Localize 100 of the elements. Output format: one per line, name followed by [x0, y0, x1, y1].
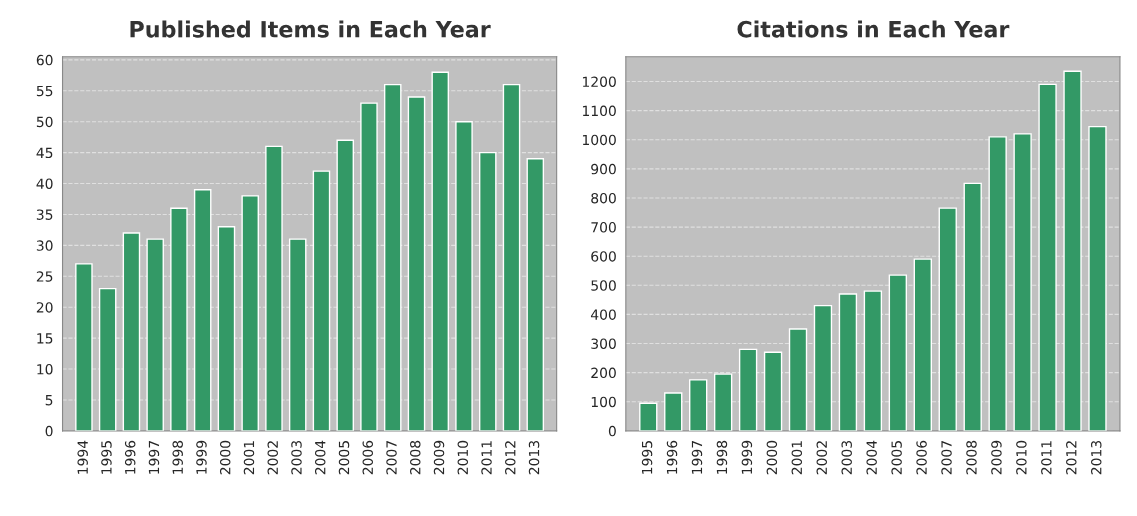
- bar: [455, 120, 473, 431]
- bar: [170, 207, 188, 431]
- y-tick-label: 700: [591, 222, 616, 233]
- x-tick-label: 1997: [691, 441, 703, 474]
- y-tick-label: 1100: [582, 105, 616, 117]
- x-tick-label: 1994: [77, 440, 88, 474]
- y-tick-label: 25: [36, 271, 53, 282]
- bar: [265, 145, 283, 431]
- y-tick-label: 400: [590, 309, 616, 320]
- x-tick-label: 2000: [766, 440, 778, 475]
- x-tick-label: 2004: [315, 440, 326, 475]
- bar: [122, 232, 141, 431]
- bar: [241, 195, 259, 431]
- y-tick-label: 55: [36, 85, 53, 97]
- bar: [336, 139, 354, 431]
- y-tick-label: 20: [36, 302, 53, 313]
- x-tick-label: 1999: [196, 440, 207, 474]
- x-tick-label: 2012: [505, 441, 516, 475]
- y-tick-label: 0: [45, 425, 53, 437]
- bar: [763, 351, 783, 431]
- y-tick-label: 900: [591, 163, 616, 175]
- bar: [888, 274, 908, 431]
- x-tick-label: 2003: [291, 441, 302, 475]
- bar: [312, 170, 331, 431]
- bar: [863, 290, 883, 431]
- x-tick-label: 2009: [433, 440, 445, 475]
- bar: [963, 182, 982, 431]
- x-tick-label: 2007: [941, 441, 952, 475]
- y-tick-label: 800: [591, 192, 616, 204]
- bar: [1063, 70, 1082, 431]
- x-tick-label: 2007: [386, 441, 397, 475]
- y-tick-label: 45: [36, 147, 53, 159]
- y-tick-label: 600: [591, 251, 616, 262]
- x-tick-label: 2006: [916, 440, 927, 475]
- y-tick-label: 50: [36, 116, 53, 128]
- x-tick-label: 2012: [1066, 441, 1077, 475]
- chart-title: Published Items in Each Year: [130, 20, 491, 38]
- y-tick-label: 35: [36, 209, 53, 220]
- x-tick-label: 2010: [1016, 440, 1027, 475]
- bar: [813, 304, 833, 431]
- bar: [913, 258, 932, 431]
- y-tick-label: 0: [608, 425, 616, 437]
- x-tick-label: 1995: [101, 441, 112, 474]
- bar: [193, 189, 212, 431]
- bar: [689, 379, 708, 431]
- bar: [1038, 83, 1057, 431]
- bar: [1013, 133, 1032, 431]
- x-tick-label: 1998: [716, 440, 728, 474]
- y-tick-label: 300: [591, 338, 616, 349]
- y-tick-label: 1000: [582, 134, 616, 146]
- x-tick-label: 2004: [866, 440, 877, 475]
- bar: [526, 158, 545, 431]
- chart-title: Citations in Each Year: [737, 20, 1010, 38]
- y-tick-label: 30: [36, 240, 53, 251]
- bar: [713, 373, 733, 431]
- x-tick-label: 2005: [338, 441, 350, 475]
- x-tick-label: 2005: [891, 441, 902, 475]
- bar: [478, 151, 497, 431]
- bar: [988, 136, 1007, 431]
- bar: [838, 293, 858, 431]
- bar: [98, 287, 117, 431]
- y-tick-label: 10: [37, 363, 53, 375]
- x-tick-label: 2008: [966, 440, 977, 475]
- x-tick-label: 1996: [124, 440, 136, 474]
- bar: [664, 392, 683, 431]
- x-tick-label: 2009: [991, 440, 1002, 475]
- bar: [738, 348, 758, 431]
- x-tick-label: 2001: [243, 441, 255, 475]
- bar: [217, 226, 236, 431]
- y-tick-label: 40: [36, 178, 53, 189]
- x-tick-label: 1995: [641, 441, 653, 474]
- bar: [502, 83, 521, 431]
- x-tick-label: 2011: [1041, 441, 1052, 475]
- bar: [146, 238, 164, 431]
- x-tick-label: 2001: [791, 441, 803, 475]
- y-tick-label: 15: [37, 333, 53, 344]
- x-tick-label: 1997: [148, 441, 160, 474]
- x-tick-label: 2002: [267, 441, 278, 475]
- y-tick-label: 200: [591, 367, 616, 379]
- x-tick-label: 2013: [1091, 441, 1102, 475]
- bar: [1088, 125, 1107, 431]
- bar: [383, 83, 402, 431]
- y-tick-label: 100: [591, 396, 616, 408]
- x-tick-label: 2011: [481, 441, 492, 475]
- bar: [938, 207, 957, 431]
- bar: [431, 71, 450, 431]
- bar: [788, 328, 808, 431]
- x-tick-label: 1996: [666, 440, 678, 474]
- x-tick-label: 2010: [457, 440, 469, 475]
- bar: [75, 263, 93, 431]
- x-tick-label: 2002: [816, 441, 828, 475]
- x-tick-label: 2006: [362, 440, 374, 475]
- y-tick-label: 500: [591, 280, 616, 291]
- x-tick-label: 2013: [528, 441, 540, 475]
- x-tick-label: 2000: [219, 440, 231, 475]
- bar: [288, 238, 307, 431]
- y-tick-label: 1200: [582, 76, 616, 87]
- bar: [360, 102, 378, 431]
- bar: [639, 402, 658, 431]
- x-tick-label: 2003: [841, 441, 852, 475]
